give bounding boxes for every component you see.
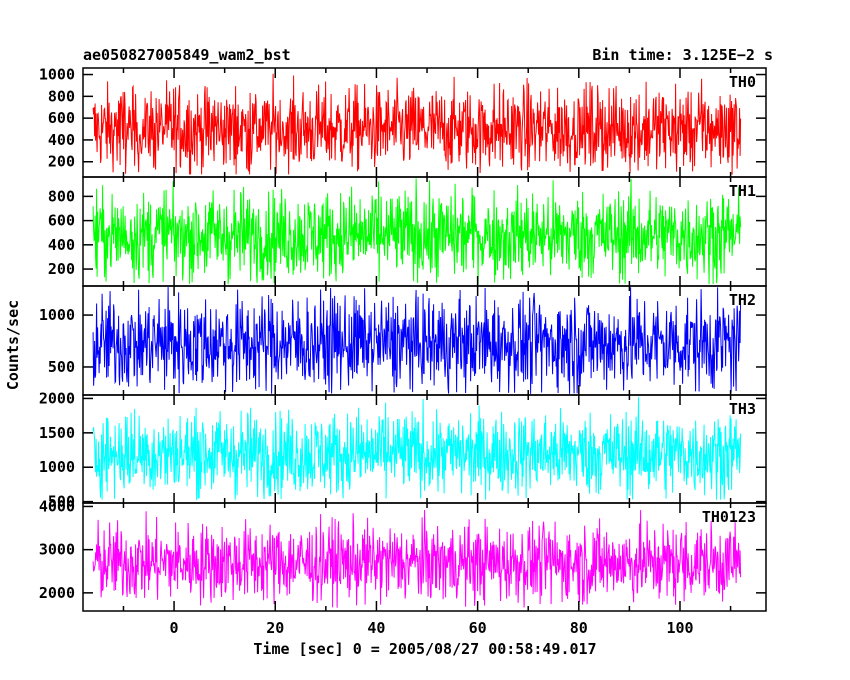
y-tick-label: 1000 — [39, 458, 75, 476]
x-tick-label: 40 — [367, 619, 385, 637]
series-line-th2 — [92, 287, 742, 394]
y-tick-label: 800 — [48, 87, 75, 105]
x-tick-label: 20 — [266, 619, 284, 637]
x-axis-label: Time [sec] 0 = 2005/08/27 00:58:49.017 — [253, 640, 596, 658]
y-tick-label: 2000 — [39, 584, 75, 602]
series-line-th1 — [92, 178, 742, 285]
y-tick-label: 400 — [48, 131, 75, 149]
y-tick-label: 1000 — [39, 306, 75, 324]
panel-label-th0: TH0 — [729, 73, 756, 91]
y-tick-label: 2000 — [39, 389, 75, 407]
panel-label-th0123: TH0123 — [702, 508, 756, 526]
y-tick-label: 800 — [48, 187, 75, 205]
x-tick-label: 0 — [170, 619, 179, 637]
panel-th0123: 2000 3000 4000 TH0123 — [39, 497, 767, 612]
y-tick-label: 4000 — [39, 497, 75, 515]
chart-title: ae050827005849_wam2_bst — [83, 46, 291, 64]
y-tick-label: 400 — [48, 236, 75, 254]
chart-subtitle: Bin time: 3.125E−2 s — [592, 46, 773, 64]
y-tick-label: 1500 — [39, 424, 75, 442]
y-axis-label: Counts/sec — [4, 300, 22, 390]
series-line-th0123 — [92, 509, 742, 608]
y-tick-label: 600 — [48, 212, 75, 230]
series-line-th0 — [92, 73, 742, 175]
y-tick-label: 3000 — [39, 541, 75, 559]
panel-label-th2: TH2 — [729, 291, 756, 309]
x-tick-label: 80 — [570, 619, 588, 637]
panel-label-th1: TH1 — [729, 182, 756, 200]
y-tick-label: 200 — [48, 260, 75, 278]
panel-th1: 200 400 600 800 TH1 — [48, 176, 767, 287]
x-tick-label: 60 — [469, 619, 487, 637]
y-tick-label: 200 — [48, 153, 75, 171]
y-tick-label: 500 — [48, 493, 75, 511]
y-tick-label: 1000 — [39, 66, 75, 84]
panel-th3: 500 1000 1500 2000 TH3 — [39, 389, 767, 511]
y-tick-label: 500 — [48, 358, 75, 376]
panel-th0: 200 400 600 800 1000 TH0 — [39, 66, 767, 178]
panel-th2: 500 1000 TH2 — [39, 285, 767, 396]
x-tick-label: 100 — [666, 619, 693, 637]
y-tick-label: 600 — [48, 109, 75, 127]
panel-frame-th0123 — [82, 502, 767, 612]
panel-label-th3: TH3 — [729, 400, 756, 418]
series-line-th3 — [92, 396, 742, 501]
